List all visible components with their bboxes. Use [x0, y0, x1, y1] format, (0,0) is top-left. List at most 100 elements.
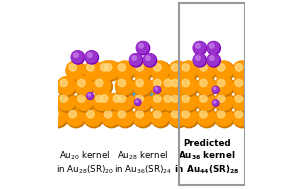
Circle shape — [51, 111, 58, 118]
Circle shape — [232, 92, 250, 110]
Circle shape — [168, 108, 187, 126]
Circle shape — [98, 92, 115, 110]
Circle shape — [100, 64, 108, 71]
Circle shape — [213, 100, 219, 106]
Circle shape — [75, 92, 93, 110]
Circle shape — [85, 51, 98, 64]
Circle shape — [115, 77, 133, 95]
Circle shape — [161, 92, 179, 110]
Circle shape — [193, 54, 207, 67]
Circle shape — [182, 95, 189, 102]
Circle shape — [161, 93, 181, 112]
Circle shape — [179, 108, 197, 126]
Circle shape — [154, 86, 161, 93]
Circle shape — [71, 51, 83, 63]
Circle shape — [179, 77, 199, 96]
Circle shape — [132, 56, 136, 60]
Circle shape — [171, 64, 179, 71]
Circle shape — [88, 53, 92, 57]
Circle shape — [129, 54, 142, 66]
Circle shape — [102, 61, 121, 81]
Circle shape — [151, 61, 171, 81]
Circle shape — [179, 61, 197, 79]
Circle shape — [233, 77, 252, 96]
Circle shape — [78, 79, 85, 87]
Circle shape — [218, 111, 225, 118]
Circle shape — [196, 43, 200, 48]
Circle shape — [57, 93, 77, 112]
Circle shape — [155, 88, 158, 90]
Circle shape — [161, 77, 181, 96]
Circle shape — [66, 108, 86, 128]
Circle shape — [75, 77, 93, 95]
Circle shape — [98, 61, 115, 79]
Circle shape — [143, 54, 157, 67]
Circle shape — [235, 64, 243, 71]
Circle shape — [215, 93, 234, 112]
Circle shape — [164, 79, 171, 87]
Circle shape — [154, 95, 161, 102]
Circle shape — [182, 64, 189, 71]
Circle shape — [115, 108, 133, 126]
Circle shape — [215, 61, 234, 81]
Circle shape — [57, 92, 75, 110]
Circle shape — [169, 77, 188, 96]
Circle shape — [135, 99, 140, 105]
Circle shape — [151, 92, 169, 110]
Circle shape — [102, 108, 121, 128]
Circle shape — [118, 64, 126, 71]
Circle shape — [197, 92, 215, 110]
Circle shape — [115, 93, 135, 112]
Circle shape — [214, 101, 216, 103]
Circle shape — [215, 77, 234, 96]
Circle shape — [95, 95, 103, 102]
Circle shape — [169, 93, 188, 112]
Circle shape — [232, 108, 250, 126]
Circle shape — [171, 95, 179, 102]
Circle shape — [197, 61, 215, 79]
Circle shape — [182, 111, 189, 118]
Circle shape — [136, 79, 143, 87]
Circle shape — [133, 61, 153, 81]
Circle shape — [212, 86, 219, 93]
Circle shape — [60, 95, 68, 102]
Circle shape — [168, 61, 187, 79]
Circle shape — [136, 42, 148, 53]
Circle shape — [74, 53, 78, 57]
Circle shape — [197, 108, 217, 128]
Circle shape — [115, 61, 133, 79]
Circle shape — [151, 77, 169, 95]
Circle shape — [151, 93, 171, 112]
Circle shape — [171, 79, 179, 87]
Circle shape — [111, 92, 128, 110]
Circle shape — [113, 95, 121, 102]
Circle shape — [235, 79, 243, 87]
Circle shape — [207, 54, 219, 66]
Circle shape — [115, 92, 133, 110]
Circle shape — [75, 77, 95, 96]
Circle shape — [133, 93, 153, 112]
Circle shape — [154, 64, 161, 71]
Circle shape — [98, 93, 117, 112]
Circle shape — [215, 77, 233, 95]
Circle shape — [136, 64, 143, 71]
Circle shape — [75, 93, 95, 112]
Circle shape — [133, 77, 153, 96]
Circle shape — [193, 54, 205, 66]
Circle shape — [139, 43, 143, 48]
Circle shape — [95, 79, 103, 87]
Circle shape — [133, 108, 153, 128]
Circle shape — [164, 95, 171, 102]
Circle shape — [182, 79, 189, 87]
Circle shape — [93, 92, 111, 110]
Circle shape — [179, 108, 199, 128]
Circle shape — [93, 77, 112, 96]
Circle shape — [57, 77, 77, 96]
Circle shape — [115, 61, 135, 81]
Circle shape — [179, 61, 199, 81]
Circle shape — [66, 108, 84, 126]
Circle shape — [154, 79, 161, 87]
Circle shape — [118, 79, 126, 87]
Circle shape — [232, 77, 250, 95]
Circle shape — [209, 56, 214, 60]
